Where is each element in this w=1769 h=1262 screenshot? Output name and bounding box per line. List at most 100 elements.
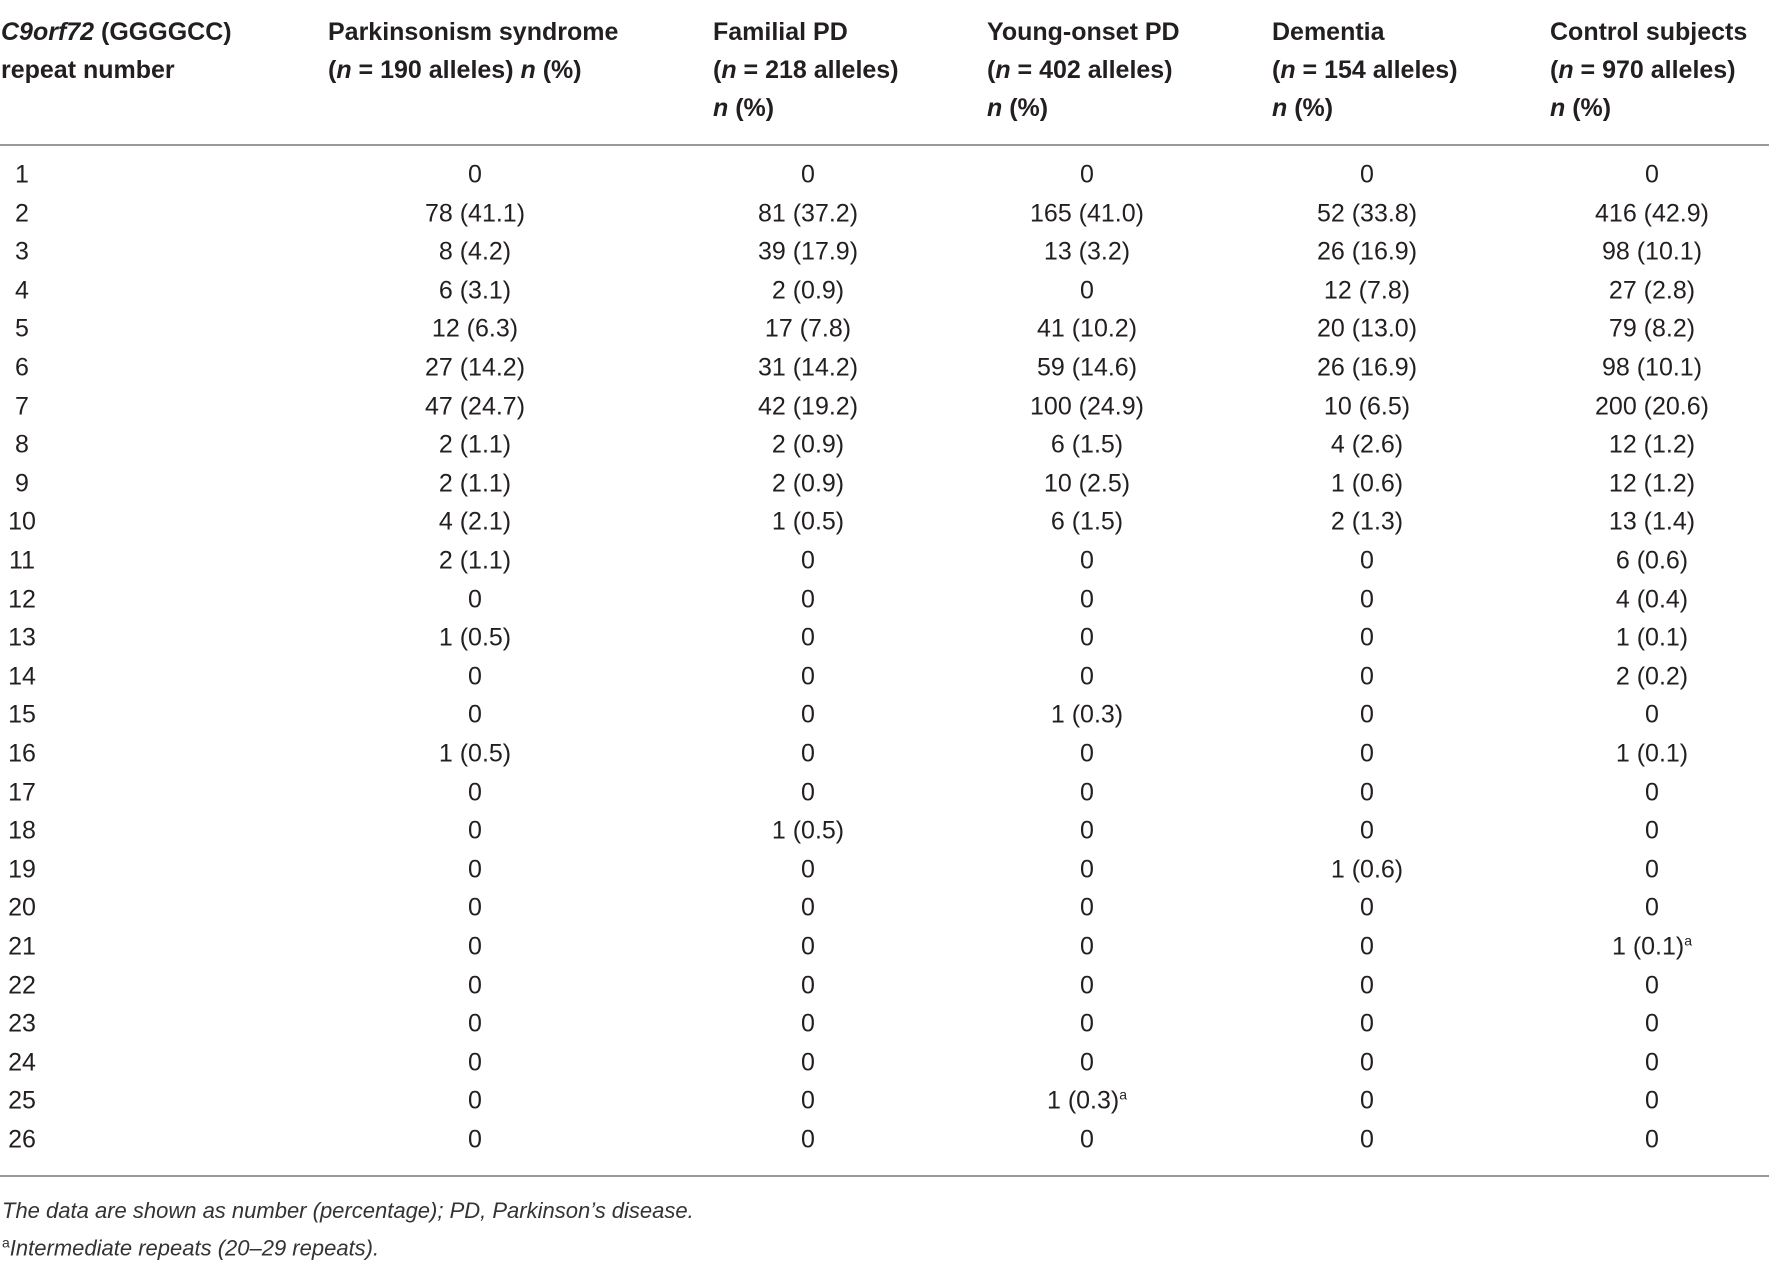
header-text: ( [1272, 56, 1281, 84]
cell: 0 [1080, 971, 1094, 1000]
header-text: n [336, 56, 352, 84]
cell: 0 [1360, 1048, 1374, 1077]
cell: 0 [1080, 855, 1094, 884]
cell: 13 (3.2) [1043, 237, 1131, 266]
cell: 12 (6.3) [431, 314, 519, 343]
cell: 12 (1.2) [1608, 469, 1696, 498]
cell: 98 (10.1) [1601, 237, 1703, 266]
row-label: 19 [8, 855, 36, 884]
cell: 0 [468, 700, 482, 729]
cell: 0 [1080, 1125, 1094, 1154]
cell: 0 [801, 546, 815, 575]
header-text: ( [713, 56, 722, 84]
cell: 0 [1645, 855, 1659, 884]
header-text: n [1272, 94, 1288, 122]
cell: 0 [1080, 276, 1094, 305]
cell: 31 (14.2) [757, 353, 859, 382]
cell: 0 [801, 662, 815, 691]
header-text: n [713, 94, 729, 122]
footnote-text: Intermediate repeats (20–29 repeats). [9, 1235, 380, 1261]
cell: 0 [801, 1048, 815, 1077]
header-text: ( [987, 56, 996, 84]
cell: 0 [1360, 1009, 1374, 1038]
cell: 0 [468, 1009, 482, 1038]
header-line: Parkinsonism syndrome [328, 13, 618, 51]
cell: 1 (0.6) [1330, 469, 1404, 498]
cell: 0 [1080, 893, 1094, 922]
header-line: Dementia [1272, 13, 1458, 51]
cell: 0 [1080, 778, 1094, 807]
cell: 0 [1360, 1086, 1374, 1115]
footnote: aIntermediate repeats (20–29 repeats). [2, 1234, 379, 1261]
cell: 20 (13.0) [1316, 314, 1418, 343]
cell: 0 [801, 971, 815, 1000]
column-header: Parkinsonism syndrome (n = 190 alleles) n… [328, 13, 618, 89]
cell: 17 (7.8) [764, 314, 852, 343]
cell: 0 [1360, 893, 1374, 922]
cell: 0 [1360, 662, 1374, 691]
cell: 0 [1080, 932, 1094, 961]
header-text: = 190 alleles) [351, 56, 521, 84]
cell: 78 (41.1) [424, 199, 526, 228]
cell: 0 [1080, 623, 1094, 652]
cell: 4 (2.6) [1330, 430, 1404, 459]
cell: 0 [801, 585, 815, 614]
cell: 0 [801, 739, 815, 768]
cell: 1 (0.3) [1050, 700, 1124, 729]
header-line: (n = 190 alleles) n (%) [328, 51, 618, 89]
cell: 2 (0.9) [771, 469, 845, 498]
cell: 39 (17.9) [757, 237, 859, 266]
header-line: n (%) [987, 89, 1180, 127]
row-label: 21 [8, 932, 36, 961]
cell: 0 [801, 778, 815, 807]
row-label: 17 [8, 778, 36, 807]
cell: 1 (0.5) [438, 623, 512, 652]
cell: 2 (1.1) [438, 430, 512, 459]
header-text: repeat number [1, 56, 175, 84]
cell: 1 (0.6) [1330, 855, 1404, 884]
column-header: Young-onset PD (n = 402 alleles) n (%) [987, 13, 1180, 127]
cell: 81 (37.2) [757, 199, 859, 228]
header-line: n (%) [1550, 89, 1747, 127]
cell: 2 (0.2) [1615, 662, 1689, 691]
cell: 165 (41.0) [1030, 199, 1144, 228]
cell: 0 [1645, 816, 1659, 845]
row-label: 26 [8, 1125, 36, 1154]
footnote-text: The data are shown as number (percentage… [2, 1198, 694, 1223]
cell: 2 (1.1) [438, 469, 512, 498]
header-text: = 218 alleles) [736, 56, 899, 84]
row-label: 23 [8, 1009, 36, 1038]
cell: 4 (2.1) [438, 507, 512, 536]
cell: 0 [468, 971, 482, 1000]
cell: 0 [1645, 971, 1659, 1000]
header-line: repeat number [1, 51, 232, 89]
cell: 0 [468, 160, 482, 189]
header-text: n [1550, 94, 1566, 122]
cell: 0 [1080, 546, 1094, 575]
cell: 1 (0.1) [1615, 623, 1689, 652]
cell: 2 (1.1) [438, 546, 512, 575]
cell: 0 [1080, 1009, 1094, 1038]
cell: 26 (16.9) [1316, 353, 1418, 382]
cell: 6 (0.6) [1615, 546, 1689, 575]
cell: 10 (2.5) [1043, 469, 1131, 498]
row-label: 1 [15, 160, 29, 189]
header-text: (%) [1287, 94, 1334, 122]
column-header: Familial PD (n = 218 alleles) n (%) [713, 13, 899, 127]
row-label: 13 [8, 623, 36, 652]
cell: 0 [468, 893, 482, 922]
cell: 13 (1.4) [1608, 507, 1696, 536]
header-line: n (%) [713, 89, 899, 127]
cell: 0 [468, 585, 482, 614]
cell: 6 (1.5) [1050, 430, 1124, 459]
row-label: 25 [8, 1086, 36, 1115]
cell: 0 [1360, 160, 1374, 189]
header-text: Dementia [1272, 18, 1385, 46]
header-text: n [1558, 56, 1574, 84]
cell: 52 (33.8) [1316, 199, 1418, 228]
cell: 1 (0.5) [438, 739, 512, 768]
header-text: Young-onset PD [987, 18, 1180, 46]
column-header: C9orf72 (GGGGCC) repeat number [1, 13, 232, 89]
cell-text: 1 (0.1) [1611, 932, 1685, 961]
